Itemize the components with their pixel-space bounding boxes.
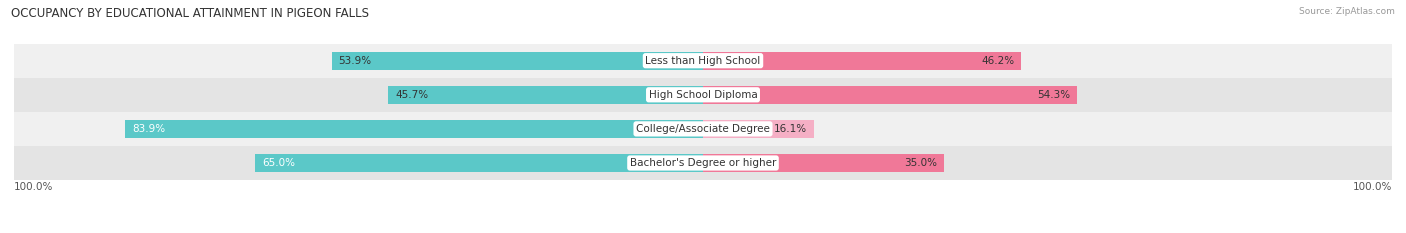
Text: 46.2%: 46.2% [981, 56, 1014, 66]
Bar [703, 120, 814, 138]
Bar [703, 52, 1021, 70]
Text: College/Associate Degree: College/Associate Degree [636, 124, 770, 134]
Text: 100.0%: 100.0% [1353, 182, 1392, 192]
Text: 100.0%: 100.0% [14, 182, 53, 192]
Text: 45.7%: 45.7% [395, 90, 429, 100]
Bar [703, 154, 945, 172]
Bar [254, 154, 703, 172]
Bar [14, 146, 1392, 180]
Text: Less than High School: Less than High School [645, 56, 761, 66]
Bar [125, 120, 703, 138]
Text: High School Diploma: High School Diploma [648, 90, 758, 100]
Bar [703, 86, 1077, 104]
Text: 53.9%: 53.9% [339, 56, 371, 66]
Text: OCCUPANCY BY EDUCATIONAL ATTAINMENT IN PIGEON FALLS: OCCUPANCY BY EDUCATIONAL ATTAINMENT IN P… [11, 7, 370, 20]
Text: Bachelor's Degree or higher: Bachelor's Degree or higher [630, 158, 776, 168]
Text: 54.3%: 54.3% [1038, 90, 1070, 100]
Text: Source: ZipAtlas.com: Source: ZipAtlas.com [1299, 7, 1395, 16]
Text: 65.0%: 65.0% [262, 158, 295, 168]
Bar [14, 78, 1392, 112]
Text: 16.1%: 16.1% [773, 124, 807, 134]
Bar [388, 86, 703, 104]
Bar [14, 44, 1392, 78]
Text: 35.0%: 35.0% [904, 158, 938, 168]
Text: 83.9%: 83.9% [132, 124, 165, 134]
Bar [14, 112, 1392, 146]
Bar [332, 52, 703, 70]
